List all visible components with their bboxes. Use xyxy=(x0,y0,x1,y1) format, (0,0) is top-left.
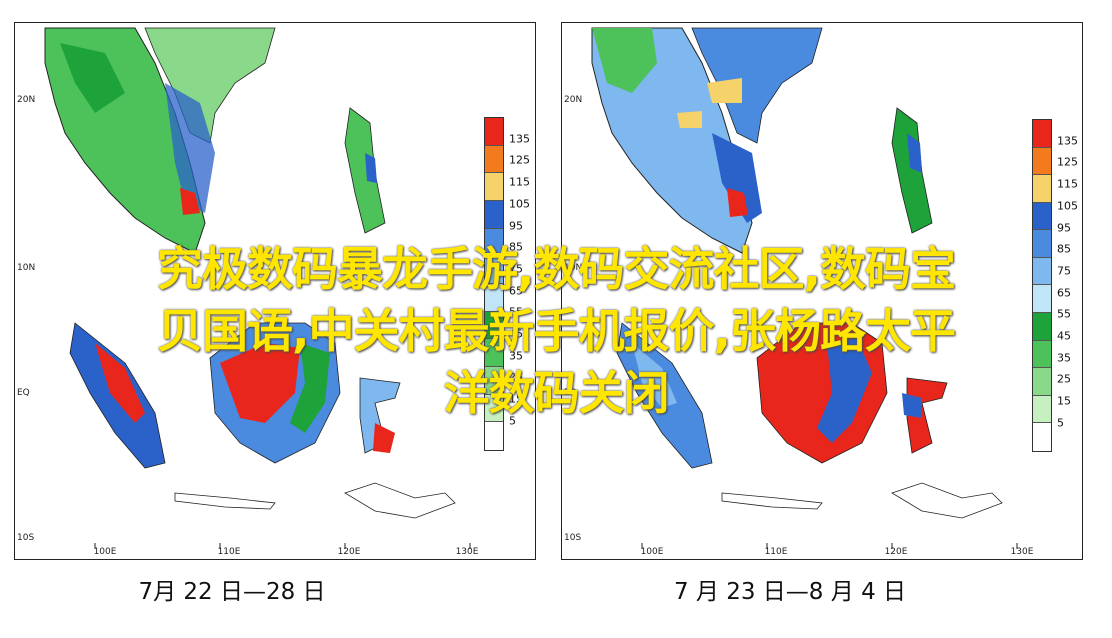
legend-swatch xyxy=(485,228,503,257)
legend-label: 25 xyxy=(1057,372,1071,386)
legend-label: 65 xyxy=(509,284,523,298)
ytick-eq: EQ xyxy=(17,388,30,398)
legend-label: 105 xyxy=(1057,199,1078,213)
ytick-10s: 10S xyxy=(564,533,582,543)
legend-swatch xyxy=(485,339,503,367)
xtick-130e: 130E xyxy=(1010,547,1034,557)
legend-label: 115 xyxy=(509,175,530,189)
xtick-100e: 100E xyxy=(93,547,117,557)
legend-swatch xyxy=(485,422,503,450)
overlay-line-1: 究极数码暴龙手游,数码交流社区,数码宝 xyxy=(157,242,956,296)
color-legend xyxy=(484,117,504,451)
overlay-line-2: 贝国语,中关村最新手机报价,张杨路太平 xyxy=(157,304,956,358)
legend-label: 55 xyxy=(1057,307,1071,321)
caption-right: 7 月 23 日—8 月 4 日 xyxy=(673,579,907,605)
legend-swatch xyxy=(485,394,503,423)
ytick-20n: 20N xyxy=(564,95,583,105)
legend-swatch xyxy=(1033,368,1051,396)
ytick-10n: 10N xyxy=(17,263,36,273)
legend-swatch xyxy=(485,256,503,284)
legend-label: 15 xyxy=(509,392,523,406)
legend-swatch xyxy=(485,311,503,340)
map-panel-left: 20N 10N EQ 10S 100E 110E 120E 130E 135 1… xyxy=(14,22,536,560)
legend-swatch xyxy=(1033,340,1051,369)
legend-swatch xyxy=(485,283,503,312)
legend-label: 5 xyxy=(509,414,516,428)
legend-label: 45 xyxy=(1057,329,1071,343)
legend-swatch xyxy=(1033,202,1051,231)
legend-swatch xyxy=(1033,285,1051,314)
legend-label: 15 xyxy=(1057,394,1071,408)
legend-label: 115 xyxy=(1057,177,1078,191)
legend-swatch xyxy=(1033,313,1051,341)
color-legend xyxy=(1032,119,1052,452)
legend-label: 55 xyxy=(509,305,523,319)
ytick-10s: 10S xyxy=(17,533,35,543)
legend-swatch xyxy=(1033,175,1051,203)
legend-label: 85 xyxy=(1057,242,1071,256)
ytick-20n: 20N xyxy=(17,95,36,105)
legend-label: 125 xyxy=(1057,155,1078,169)
legend-swatch xyxy=(1033,257,1051,286)
legend-swatch xyxy=(485,366,503,395)
legend-swatch xyxy=(1033,147,1051,176)
ytick-10n: 10N xyxy=(564,263,583,273)
xtick-120e: 120E xyxy=(884,547,908,557)
legend-label: 95 xyxy=(509,219,523,232)
legend-label: 75 xyxy=(1057,264,1071,278)
legend-label: 5 xyxy=(1057,416,1064,430)
caption-left: 7月 22 日—28 日 xyxy=(138,579,326,605)
xtick-120e: 120E xyxy=(337,547,361,557)
legend-label: 95 xyxy=(1057,221,1071,234)
legend-swatch xyxy=(1033,423,1051,451)
legend-label: 75 xyxy=(509,262,523,276)
map-panel-right: 20N 10N EQ 10S 100E 110E 120E 130E 135 1… xyxy=(561,22,1083,560)
xtick-110e: 110E xyxy=(217,547,241,557)
legend-swatch xyxy=(1033,395,1051,424)
legend-label: 135 xyxy=(509,132,530,146)
xtick-130e: 130E xyxy=(455,547,479,557)
legend-label: 45 xyxy=(509,327,523,341)
legend-label: 35 xyxy=(1057,351,1071,365)
legend-label: 85 xyxy=(509,240,523,254)
precip-map-left xyxy=(44,27,471,549)
legend-swatch xyxy=(485,145,503,174)
overlay-line-3: 洋数码关闭 xyxy=(443,366,670,420)
legend-label: 25 xyxy=(509,370,523,384)
legend-swatch xyxy=(485,200,503,229)
legend-label: 65 xyxy=(1057,286,1071,300)
legend-label: 105 xyxy=(509,197,530,211)
ytick-eq: EQ xyxy=(564,388,577,398)
precip-map-right xyxy=(591,27,1018,549)
legend-label: 135 xyxy=(1057,134,1078,148)
legend-label: 35 xyxy=(509,349,523,363)
legend-swatch xyxy=(485,118,503,146)
legend-swatch xyxy=(485,173,503,201)
legend-label: 125 xyxy=(509,153,530,167)
legend-swatch xyxy=(1033,230,1051,258)
xtick-100e: 100E xyxy=(640,547,664,557)
xtick-110e: 110E xyxy=(764,547,788,557)
legend-swatch xyxy=(1033,120,1051,148)
